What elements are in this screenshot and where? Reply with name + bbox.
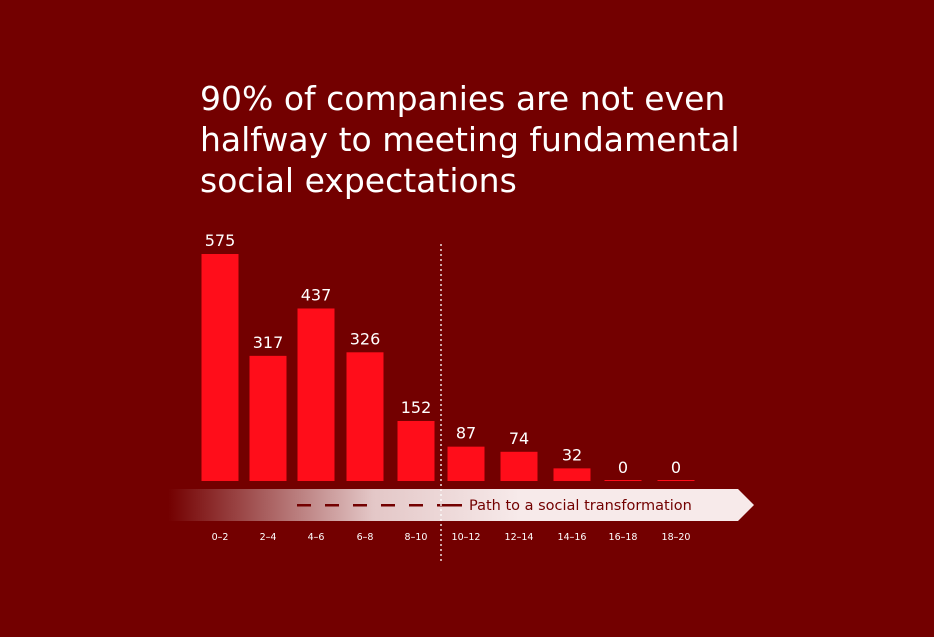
chart-title: 90% of companies are not even halfway to… [200, 78, 800, 201]
value-labels-layer: 575 317 437 326 152 87 74 32 0 0 [205, 231, 681, 477]
value-label-6: 74 [509, 429, 529, 448]
path-dash-4 [409, 504, 423, 507]
bar-1 [249, 355, 287, 481]
value-label-7: 32 [562, 445, 582, 464]
bar-9 [657, 480, 695, 481]
path-dash-1 [325, 504, 339, 507]
tick-label-4: 8–10 [405, 532, 428, 543]
path-dash-2 [353, 504, 367, 507]
bar-7 [553, 468, 591, 481]
bar-0 [201, 254, 239, 481]
path-dash-5 [437, 504, 451, 507]
tick-label-8: 16–18 [609, 532, 638, 543]
value-label-0: 575 [205, 231, 236, 250]
value-label-8: 0 [618, 458, 628, 477]
tick-label-3: 6–8 [357, 532, 374, 543]
tick-label-9: 18–20 [662, 532, 691, 543]
tick-label-1: 2–4 [260, 532, 277, 543]
path-dash-3 [381, 504, 395, 507]
bar-8 [604, 480, 642, 481]
value-label-5: 87 [456, 424, 476, 443]
tick-label-5: 10–12 [452, 532, 481, 543]
chart-title-line-1: 90% of companies are not even [200, 79, 726, 118]
tick-label-7: 14–16 [558, 532, 587, 543]
path-label: Path to a social transformation [469, 498, 692, 514]
bar-5 [447, 446, 485, 481]
chart-title-line-3: social expectations [200, 161, 517, 200]
tick-label-6: 12–14 [505, 532, 534, 543]
path-dash-0 [297, 504, 311, 507]
value-label-4: 152 [401, 398, 432, 417]
value-label-9: 0 [671, 458, 681, 477]
tick-label-0: 0–2 [212, 532, 229, 543]
path-dash-6 [450, 504, 462, 507]
bars-layer [201, 254, 695, 481]
chart-title-line-2: halfway to meeting fundamental [200, 120, 740, 159]
value-label-2: 437 [301, 285, 332, 304]
tick-label-2: 4–6 [308, 532, 325, 543]
bar-4 [397, 420, 435, 481]
value-label-3: 326 [350, 329, 381, 348]
path-arrow-dashes [297, 504, 462, 507]
bar-2 [297, 308, 335, 481]
value-label-1: 317 [253, 333, 284, 352]
x-axis-tick-labels: 0–2 2–4 4–6 6–8 8–10 10–12 12–14 14–16 16–18 18–2… [212, 532, 691, 543]
bar-6 [500, 451, 538, 481]
path-arrow: Path to a social transformation [168, 489, 754, 521]
bar-3 [346, 352, 384, 481]
